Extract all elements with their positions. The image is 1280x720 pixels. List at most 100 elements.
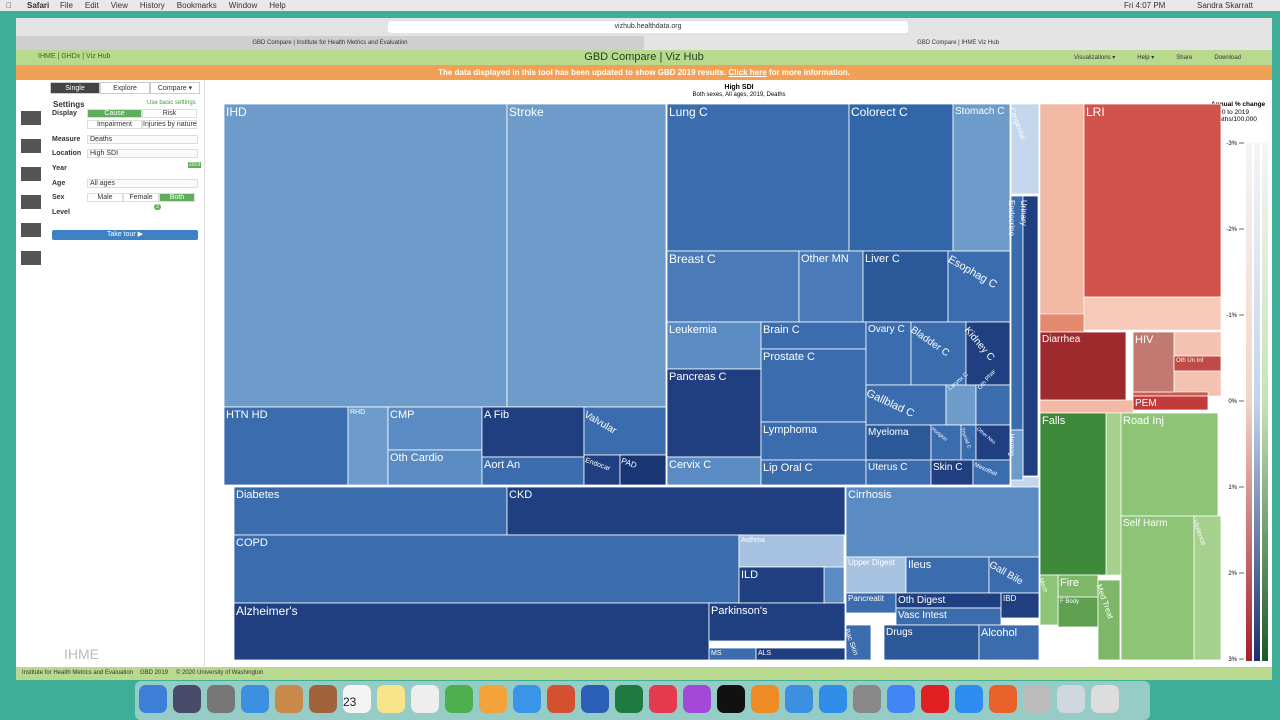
legend-tick-label: 2% — [1228, 571, 1237, 577]
dock-icon[interactable] — [275, 685, 303, 713]
calendar-date: 23 — [343, 695, 357, 709]
dock-icon[interactable] — [139, 685, 167, 713]
toolbar: vizhub.healthdata.org — [16, 18, 1272, 36]
option[interactable]: Cause — [87, 109, 142, 118]
app-menu[interactable]: Safari — [27, 1, 50, 10]
legend-bar — [1254, 143, 1260, 661]
dock-icon[interactable] — [241, 685, 269, 713]
dock-icon[interactable] — [547, 685, 575, 713]
dock-icon[interactable] — [819, 685, 847, 713]
tour-button[interactable]: Take tour ▶ — [52, 230, 198, 240]
cell-label: Road Inj — [1123, 415, 1164, 427]
menu-item[interactable]: Edit — [84, 1, 99, 10]
dock-icon[interactable] — [853, 685, 881, 713]
basic-link[interactable]: Use basic settings — [147, 100, 196, 106]
level-slider[interactable]: 3 — [154, 204, 161, 210]
mode-tab[interactable]: Compare ▾ — [150, 82, 200, 94]
banner-text: The data displayed in this tool has been… — [438, 68, 727, 77]
menu-item[interactable]: History — [139, 1, 165, 10]
logo: IHME — [64, 646, 99, 662]
header-menu-item[interactable]: Help ▾ — [1137, 55, 1155, 61]
url-bar[interactable]: vizhub.healthdata.org — [388, 21, 908, 33]
header-menu-item[interactable]: Share — [1176, 55, 1193, 61]
dock-icon[interactable] — [615, 685, 643, 713]
cell-label: IBD — [1003, 594, 1017, 603]
dock-icon[interactable] — [173, 685, 201, 713]
treemap-cell — [865, 459, 932, 486]
cell-label: Breast C — [669, 252, 716, 266]
option[interactable]: Injuries by nature — [142, 120, 197, 129]
dock-icon[interactable] — [377, 685, 405, 713]
header-menu-item[interactable]: Visualizations ▾ — [1074, 55, 1116, 61]
header-menu-item[interactable]: Download — [1214, 55, 1241, 61]
dock-icon[interactable] — [785, 685, 813, 713]
menu-item[interactable]: Window — [228, 1, 258, 10]
tab-bar: GBD Compare | Institute for Health Metri… — [16, 36, 1272, 50]
dock-icon[interactable] — [989, 685, 1017, 713]
dock-icon[interactable] — [683, 685, 711, 713]
cell-label: Diabetes — [236, 489, 280, 501]
dock-icon[interactable] — [343, 685, 371, 713]
dock-icon[interactable] — [479, 685, 507, 713]
field-value[interactable]: High SDI — [87, 149, 198, 158]
dock-icon[interactable] — [751, 685, 779, 713]
option[interactable]: Both — [159, 193, 195, 202]
banner-link[interactable]: Click here — [728, 68, 767, 77]
cell-label: A Fib — [484, 409, 509, 421]
cell-label: Uterus C — [868, 462, 907, 473]
banner: The data displayed in this tool has been… — [16, 65, 1272, 80]
tab[interactable]: GBD Compare | IHME Viz Hub — [644, 36, 1272, 50]
treemap-cell — [1039, 412, 1107, 576]
field-value[interactable]: All ages — [87, 179, 198, 188]
treemap-cell — [930, 424, 962, 461]
treemap-cell — [1120, 515, 1195, 661]
mode-tab[interactable]: Single — [50, 82, 100, 94]
option[interactable]: Male — [87, 193, 123, 202]
option[interactable]: Female — [123, 193, 159, 202]
cell-label: Pancreatit — [848, 594, 885, 603]
dock-icon[interactable] — [207, 685, 235, 713]
treemap-cell — [233, 534, 740, 604]
dock-icon[interactable] — [887, 685, 915, 713]
menu-item[interactable]: View — [110, 1, 128, 10]
dock-icon[interactable] — [1057, 685, 1085, 713]
legend-title: Annual % change — [1211, 101, 1266, 108]
dock-icon[interactable] — [955, 685, 983, 713]
cell-label: Asthma — [741, 537, 765, 544]
option[interactable]: Risk — [142, 109, 197, 118]
dock-icon[interactable] — [1023, 685, 1051, 713]
dock-icon[interactable] — [513, 685, 541, 713]
cell-label: PEM — [1135, 398, 1157, 409]
dock-icon[interactable] — [649, 685, 677, 713]
cell-bg — [823, 566, 845, 604]
tab[interactable]: GBD Compare | Institute for Health Metri… — [16, 36, 644, 50]
mode-tab[interactable]: Explore — [100, 82, 150, 94]
header-menu: Visualizations ▾ Help ▾ Share Download — [1074, 54, 1263, 61]
clock: Fri 4:07 PM — [1124, 1, 1166, 10]
treemap-cell — [905, 556, 990, 594]
treemap-cell — [666, 368, 762, 458]
option[interactable]: Impairment — [87, 120, 142, 129]
dock-icon[interactable] — [1091, 685, 1119, 713]
dock-icon[interactable] — [411, 685, 439, 713]
menu-item[interactable]: Help — [269, 1, 286, 10]
treemap-cell — [945, 384, 977, 426]
field-value[interactable]: Deaths — [87, 135, 198, 144]
treemap-cell — [1039, 574, 1059, 626]
cell-label: Myeloma — [868, 427, 909, 438]
year-slider[interactable]: 2019 — [188, 162, 202, 168]
header-links[interactable]: IHME | GHDx | Viz Hub — [38, 53, 111, 60]
dock-icon[interactable] — [581, 685, 609, 713]
dock-icon[interactable] — [445, 685, 473, 713]
treemap-cell — [583, 454, 621, 486]
treemap-cell — [1010, 103, 1040, 195]
dock-icon[interactable] — [717, 685, 745, 713]
user[interactable]: Sandra Skarratt — [1197, 1, 1254, 10]
menu-item[interactable]: File — [60, 1, 73, 10]
menu-item[interactable]: Bookmarks — [176, 1, 217, 10]
dock-icon[interactable] — [921, 685, 949, 713]
treemap-cell — [798, 250, 864, 323]
dock-icon[interactable] — [309, 685, 337, 713]
chart-area: High SDI Both sexes, All ages, 2019, Dea… — [223, 84, 1268, 663]
cell-label: Pancreas C — [669, 371, 727, 383]
